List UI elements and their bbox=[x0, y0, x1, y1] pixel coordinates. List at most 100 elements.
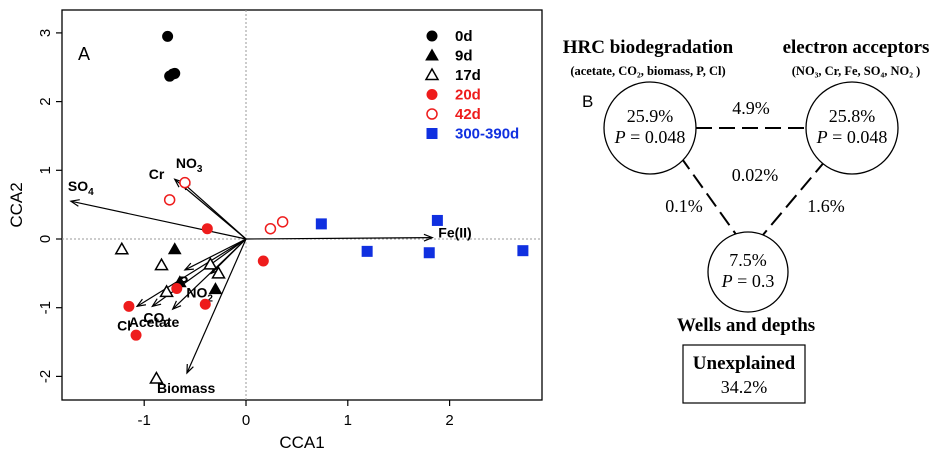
vector-label-text: SO bbox=[68, 178, 88, 194]
point-300-390d bbox=[361, 245, 373, 257]
vector-label-text: NO bbox=[186, 284, 207, 300]
ea-percent: 25.8% bbox=[829, 106, 876, 126]
legend-label-20d: 20d bbox=[455, 87, 481, 104]
ea-p-number: = 0.048 bbox=[828, 127, 888, 147]
vector-no3 bbox=[181, 181, 247, 240]
vector-biomass bbox=[186, 238, 247, 374]
vector-label-text: P bbox=[179, 273, 188, 289]
vector-p bbox=[184, 238, 247, 271]
vector-label-text: Biomass bbox=[157, 380, 216, 396]
ea-subtitle: (NO₃, Cr, Fe, SO₄, NO₂ ) bbox=[792, 64, 920, 78]
x-tick-label: 1 bbox=[344, 412, 352, 429]
wells-circle bbox=[707, 231, 789, 313]
x-tick-label: 2 bbox=[445, 412, 453, 429]
ea-title: electron acceptors bbox=[783, 37, 930, 58]
unexplained-box bbox=[682, 344, 806, 404]
vector-label-subscript: 3 bbox=[197, 164, 203, 175]
sample-points bbox=[114, 30, 529, 384]
point-9d bbox=[208, 282, 223, 295]
point-9d bbox=[167, 242, 182, 255]
variation-partitioning-panel: B HRC biodegradation (acetate, CO₂, biom… bbox=[563, 37, 930, 404]
x-tick-label: -1 bbox=[138, 412, 151, 429]
panel-b-label: B bbox=[582, 92, 593, 111]
vector-label-co2: CO2 bbox=[143, 309, 170, 329]
vector-arrowhead-co2 bbox=[151, 298, 162, 308]
legend-marker-0d bbox=[426, 30, 438, 42]
legend-label-9d: 9d bbox=[455, 48, 473, 65]
vector-label-biomass: Biomass bbox=[157, 380, 216, 396]
hrc-p-symbol: P bbox=[614, 127, 626, 147]
point-20d bbox=[199, 298, 211, 310]
y-tick-label: 3 bbox=[37, 29, 54, 37]
point-0d bbox=[162, 30, 174, 42]
legend-label-42d: 42d bbox=[455, 106, 481, 123]
vector-label-subscript: 2 bbox=[207, 293, 213, 304]
shared-center: 0.02% bbox=[732, 165, 779, 185]
vector-label-text: Cl bbox=[117, 317, 131, 333]
legend-marker-20d bbox=[426, 89, 438, 100]
legend-marker-300-390d bbox=[426, 128, 438, 139]
point-17d bbox=[203, 256, 218, 270]
vector-label-feii: Fe(II) bbox=[438, 225, 471, 241]
vector-no2 bbox=[210, 238, 247, 274]
vector-arrowhead-so4 bbox=[69, 199, 80, 207]
point-42d bbox=[163, 194, 176, 206]
wells-p-symbol: P bbox=[721, 271, 733, 291]
hrc-subtitle: (acetate, CO₂, biomass, P, Cl) bbox=[570, 64, 725, 78]
shared-ea-wells: 1.6% bbox=[807, 196, 845, 216]
point-17d bbox=[149, 370, 164, 384]
legend-label-300-390d: 300-390d bbox=[455, 126, 519, 143]
vector-label-text: Acetate bbox=[129, 314, 180, 330]
unexplained-label: Unexplained bbox=[693, 353, 796, 374]
ea-p-symbol: P bbox=[816, 127, 828, 147]
vector-label-text: Fe(II) bbox=[438, 225, 471, 241]
vector-label-so4: SO4 bbox=[68, 178, 94, 198]
vector-label-text: CO bbox=[143, 309, 164, 325]
axis-ticks: -1 0 1 2 -2 -1 0 1 2 3 bbox=[37, 29, 454, 429]
y-tick-label: 0 bbox=[37, 235, 54, 243]
ea-p-value: P = 0.048 bbox=[816, 127, 888, 147]
hrc-title: HRC biodegradation bbox=[563, 37, 734, 58]
chart-legend: 0d 9d 17d 20d 42d 300-390d bbox=[424, 28, 519, 143]
vector-label-text: NO bbox=[176, 155, 197, 171]
point-20d bbox=[171, 282, 183, 294]
point-17d bbox=[159, 284, 174, 298]
point-17d bbox=[154, 257, 169, 271]
vector-arrowhead-biomass bbox=[186, 363, 194, 375]
point-300-390d bbox=[315, 218, 327, 230]
legend-marker-9d bbox=[425, 48, 439, 61]
legend-marker-42d bbox=[426, 108, 438, 120]
wells-percent: 7.5% bbox=[729, 250, 767, 270]
x-axis-label: CCA1 bbox=[279, 433, 324, 452]
vector-arrowhead-acetate bbox=[171, 300, 182, 311]
point-42d bbox=[179, 176, 191, 189]
point-42d bbox=[264, 222, 277, 235]
link-hrc-wells bbox=[679, 155, 741, 241]
hrc-p-value: P = 0.048 bbox=[614, 127, 686, 147]
plot-frame bbox=[61, 9, 543, 401]
link-ea-wells bbox=[756, 159, 827, 243]
point-17d bbox=[114, 241, 130, 255]
wells-p-value: P = 0.3 bbox=[721, 271, 775, 291]
vector-feii bbox=[245, 237, 433, 240]
point-20d bbox=[123, 300, 135, 312]
point-300-390d bbox=[431, 214, 443, 226]
point-17d bbox=[211, 265, 226, 279]
legend-label-0d: 0d bbox=[455, 28, 473, 45]
hrc-p-number: = 0.048 bbox=[626, 127, 686, 147]
wells-title: Wells and depths bbox=[677, 315, 815, 336]
legend-marker-17d bbox=[424, 67, 440, 81]
vector-cl bbox=[136, 238, 247, 307]
y-axis-label: CCA2 bbox=[7, 182, 26, 227]
point-0d bbox=[169, 67, 181, 79]
vector-label-no2: NO2 bbox=[186, 284, 213, 304]
vector-label-text: Cr bbox=[149, 166, 165, 182]
vector-label-subscript: 2 bbox=[164, 318, 170, 329]
vector-label-subscript: 4 bbox=[88, 187, 94, 198]
point-42d bbox=[276, 216, 289, 228]
hrc-percent: 25.9% bbox=[627, 106, 674, 126]
vector-arrowhead-cl bbox=[135, 298, 147, 308]
vector-label-no3: NO3 bbox=[176, 155, 203, 175]
